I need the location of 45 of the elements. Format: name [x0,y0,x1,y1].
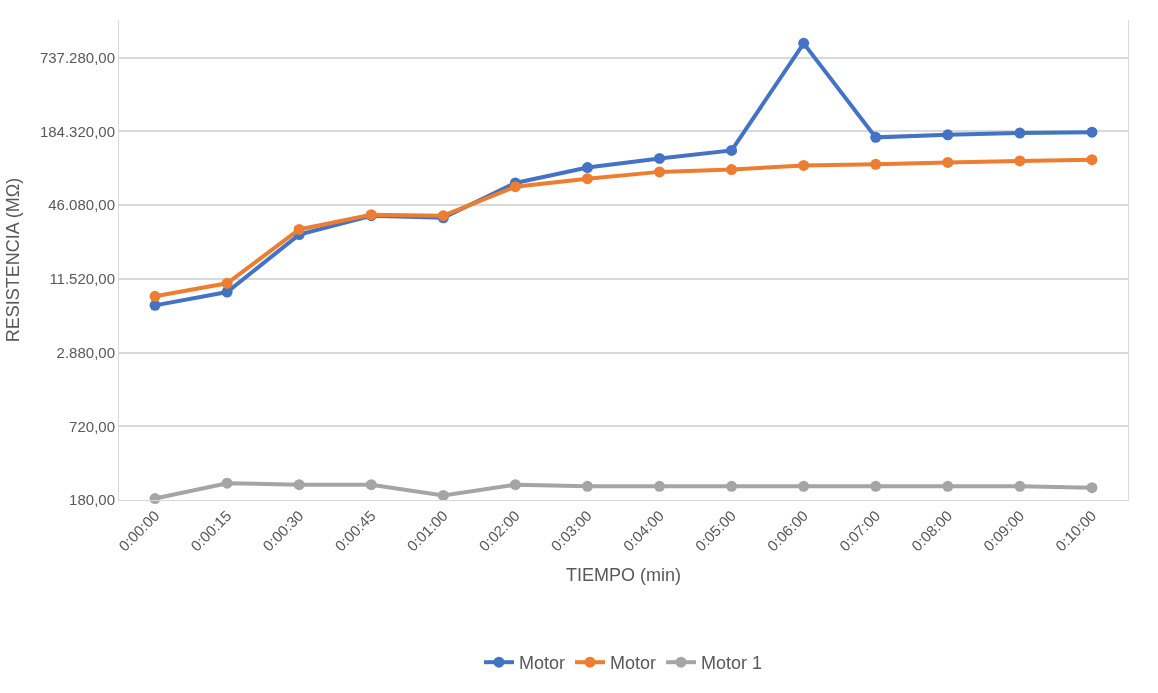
point [654,152,666,164]
point [654,480,666,492]
y-tick-label: 11.520,00 [49,270,115,288]
y-tick-label: 2.880,00 [56,343,115,361]
y-tick-label: 737.280,00 [39,49,115,67]
point [1086,482,1098,494]
point [1086,154,1098,166]
point [581,162,593,174]
point [870,158,882,170]
legend-label: Motor [519,653,566,674]
y-tick-label: 720,00 [69,417,115,435]
x-axis-title: TIEMPO (min) [566,565,681,586]
point [437,489,449,501]
point [149,290,161,302]
y-tick-label: 184.320,00 [39,122,115,140]
y-axis-title: RESISTENCIA (MΩ) [3,177,24,343]
point [726,144,738,156]
point [870,480,882,492]
point [1014,155,1026,167]
point [942,156,954,168]
y-tick-label: 46.080,00 [48,196,115,214]
point [1014,480,1026,492]
legend-label: Motor 1 [701,653,763,674]
point [654,166,666,178]
point [509,479,521,491]
legend-label: Motor [610,653,657,674]
point [726,480,738,492]
point [221,277,233,289]
point [870,131,882,143]
point [798,159,810,171]
y-tick-label: 180,00 [69,491,115,509]
point [726,164,738,176]
point [581,173,593,185]
point [1014,127,1026,139]
point [942,129,954,141]
point [509,181,521,193]
point [293,479,305,491]
point [798,37,810,49]
point [1086,126,1098,138]
point [293,223,305,235]
point [365,479,377,491]
point [942,480,954,492]
point [221,477,233,489]
point [798,480,810,492]
point [581,480,593,492]
